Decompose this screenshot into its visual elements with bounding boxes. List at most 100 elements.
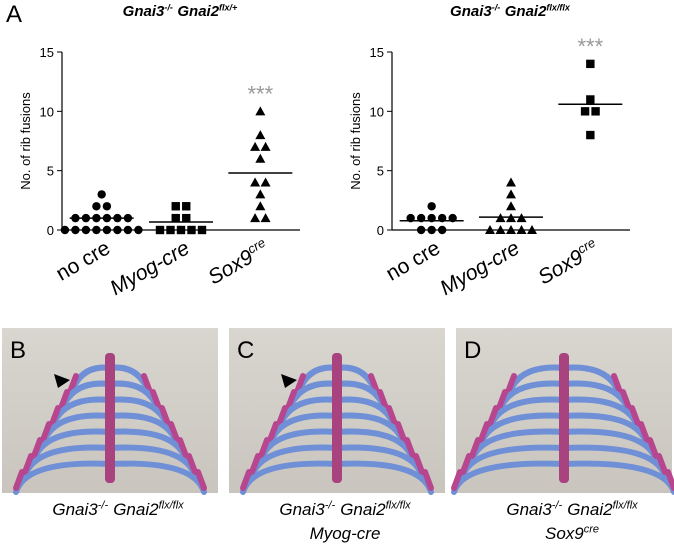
rib-bone <box>294 373 306 395</box>
text-segment: Myog-cre <box>436 236 523 300</box>
data-point <box>113 225 122 235</box>
text-segment: flx/+ <box>219 2 238 12</box>
data-point <box>197 225 207 235</box>
rib-bone <box>195 469 207 491</box>
y-axis-label: No. of rib fusions <box>348 92 363 190</box>
arrowhead <box>281 374 297 388</box>
data-point <box>260 141 271 151</box>
rib-bone <box>150 389 162 411</box>
text-segment: Myog-cre <box>106 236 193 300</box>
data-point <box>187 225 196 235</box>
significance: *** <box>247 81 273 106</box>
rib-bone <box>611 373 623 395</box>
rib-cage <box>240 353 434 495</box>
text-segment: Gnai3 <box>506 500 552 519</box>
data-point <box>123 225 133 235</box>
data-point <box>580 107 590 116</box>
caption: Gnai3-/- Gnai2flx/flx <box>506 500 638 519</box>
text-segment: cre <box>584 524 599 536</box>
y-tick-label: 15 <box>370 45 384 60</box>
data-point <box>586 130 595 140</box>
y-tick-label: 0 <box>377 223 384 238</box>
text-segment: -/- <box>98 500 109 512</box>
data-point <box>250 213 261 223</box>
rib-bone <box>647 437 659 459</box>
rib-bone <box>276 405 288 427</box>
rib-bone <box>249 453 261 475</box>
x-tick-label: Myog-cre <box>106 236 193 300</box>
data-point <box>171 202 180 211</box>
rib-bone <box>377 389 389 411</box>
data-point <box>134 225 143 235</box>
data-point <box>495 225 506 234</box>
data-point <box>260 177 271 187</box>
rib-bone <box>469 437 481 459</box>
rib-bone <box>496 389 508 411</box>
rib-bone <box>665 469 674 491</box>
caption: Gnai3-/- Gnai2flx/flx <box>279 500 411 519</box>
text-segment: no cre <box>382 236 444 285</box>
arrowhead <box>54 374 70 388</box>
rib-cage <box>13 353 207 495</box>
text-segment: flx/flx <box>546 2 571 12</box>
text-segment: Gnai3 <box>450 3 492 20</box>
rib-bone <box>31 437 43 459</box>
rib-bone <box>487 405 499 427</box>
rib-bone <box>285 389 297 411</box>
y-axis-label: No. of rib fusions <box>18 92 33 190</box>
data-point <box>102 202 112 211</box>
significance: *** <box>577 34 603 59</box>
data-point <box>92 225 101 235</box>
data-point <box>260 213 271 223</box>
text-segment: Gnai3 <box>52 500 98 519</box>
data-point <box>427 202 436 211</box>
rib-bone <box>141 373 153 395</box>
data-point <box>171 213 180 223</box>
panel-label: D <box>464 337 481 364</box>
y-tick-label: 10 <box>40 104 54 119</box>
chart-title: Gnai3-/- Gnai2flx/+ <box>123 2 238 20</box>
text-segment: no cre <box>52 236 114 285</box>
panel-label: A <box>6 1 22 28</box>
panel-label: C <box>237 337 254 364</box>
text-segment: -/- <box>164 2 173 12</box>
data-point <box>255 130 266 140</box>
x-tick-label: Sox9cre <box>203 235 273 290</box>
rib-bone <box>422 469 434 491</box>
rib-bone <box>656 453 668 475</box>
rib-bone <box>40 421 52 443</box>
data-point <box>416 225 426 235</box>
rib-bone <box>404 437 416 459</box>
data-point <box>485 225 495 234</box>
data-point <box>255 201 266 211</box>
sternum <box>559 353 569 483</box>
x-tick-label: no cre <box>382 236 444 285</box>
data-point <box>427 225 436 235</box>
rib-bone <box>638 421 650 443</box>
rib-bone <box>58 389 70 411</box>
text-segment: Gnai2 <box>567 500 613 519</box>
x-tick-label: no cre <box>52 236 114 285</box>
rib-bone <box>368 373 380 395</box>
text-segment: Gnai2 <box>177 3 219 20</box>
data-point <box>516 225 527 234</box>
data-point <box>71 225 80 235</box>
data-point <box>102 225 112 235</box>
data-point <box>506 201 516 211</box>
caption: Myog-cre <box>310 524 381 543</box>
y-tick-label: 10 <box>370 104 384 119</box>
text-segment: flx/flx <box>159 500 185 512</box>
rib-cage <box>451 353 674 495</box>
rib-bone <box>395 421 407 443</box>
rib-bone <box>49 405 61 427</box>
data-point <box>60 225 70 235</box>
data-point <box>166 225 175 235</box>
text-segment: Gnai3 <box>123 3 165 20</box>
rib-bone <box>22 453 34 475</box>
rib-bone <box>168 421 180 443</box>
rib-bone <box>67 373 79 395</box>
data-point <box>586 95 595 104</box>
text-segment: Myog-cre <box>310 524 381 543</box>
rib-bone <box>159 405 171 427</box>
